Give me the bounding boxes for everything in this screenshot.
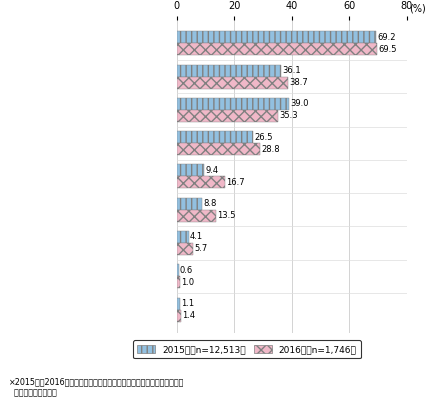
Text: 8.8: 8.8 <box>204 199 217 208</box>
Bar <box>177 243 193 255</box>
Text: 69.2: 69.2 <box>377 33 396 42</box>
Text: (%): (%) <box>409 4 426 14</box>
Bar <box>177 231 189 243</box>
Text: 1.4: 1.4 <box>182 311 196 320</box>
Text: 38.7: 38.7 <box>290 78 308 87</box>
Text: 36.1: 36.1 <box>282 66 301 75</box>
Text: 13.5: 13.5 <box>217 211 236 220</box>
Text: 5.7: 5.7 <box>195 245 208 253</box>
Bar <box>177 276 180 288</box>
Text: 9.4: 9.4 <box>205 166 219 175</box>
Bar <box>177 110 278 122</box>
Bar <box>177 65 281 77</box>
Text: 69.5: 69.5 <box>378 45 397 54</box>
Bar <box>177 264 178 276</box>
Bar <box>177 43 377 55</box>
Text: ×2015年と2016年の調査では調査対象数が異なるため、結果の比較に際
  しては注意が必要。: ×2015年と2016年の調査では調査対象数が異なるため、結果の比較に際 しては… <box>9 378 184 397</box>
Bar <box>177 198 202 210</box>
Bar <box>177 98 289 110</box>
Text: 39.0: 39.0 <box>291 99 309 108</box>
Bar <box>177 164 204 176</box>
Text: 4.1: 4.1 <box>190 233 203 241</box>
Text: 16.7: 16.7 <box>226 178 245 187</box>
Bar <box>177 210 216 222</box>
Text: 26.5: 26.5 <box>254 133 273 142</box>
Bar <box>177 131 253 143</box>
Text: 0.6: 0.6 <box>180 266 193 275</box>
Bar <box>177 310 181 322</box>
Bar <box>177 143 259 155</box>
Text: 1.0: 1.0 <box>181 278 194 287</box>
Text: 28.8: 28.8 <box>261 145 279 154</box>
Bar <box>177 31 376 43</box>
Bar <box>177 77 288 89</box>
Legend: 2015年（n=12,513）, 2016年（n=1,746）: 2015年（n=12,513）, 2016年（n=1,746） <box>133 340 361 358</box>
Bar <box>177 176 225 188</box>
Text: 35.3: 35.3 <box>280 111 298 120</box>
Bar <box>177 298 180 310</box>
Text: 1.1: 1.1 <box>181 299 195 308</box>
